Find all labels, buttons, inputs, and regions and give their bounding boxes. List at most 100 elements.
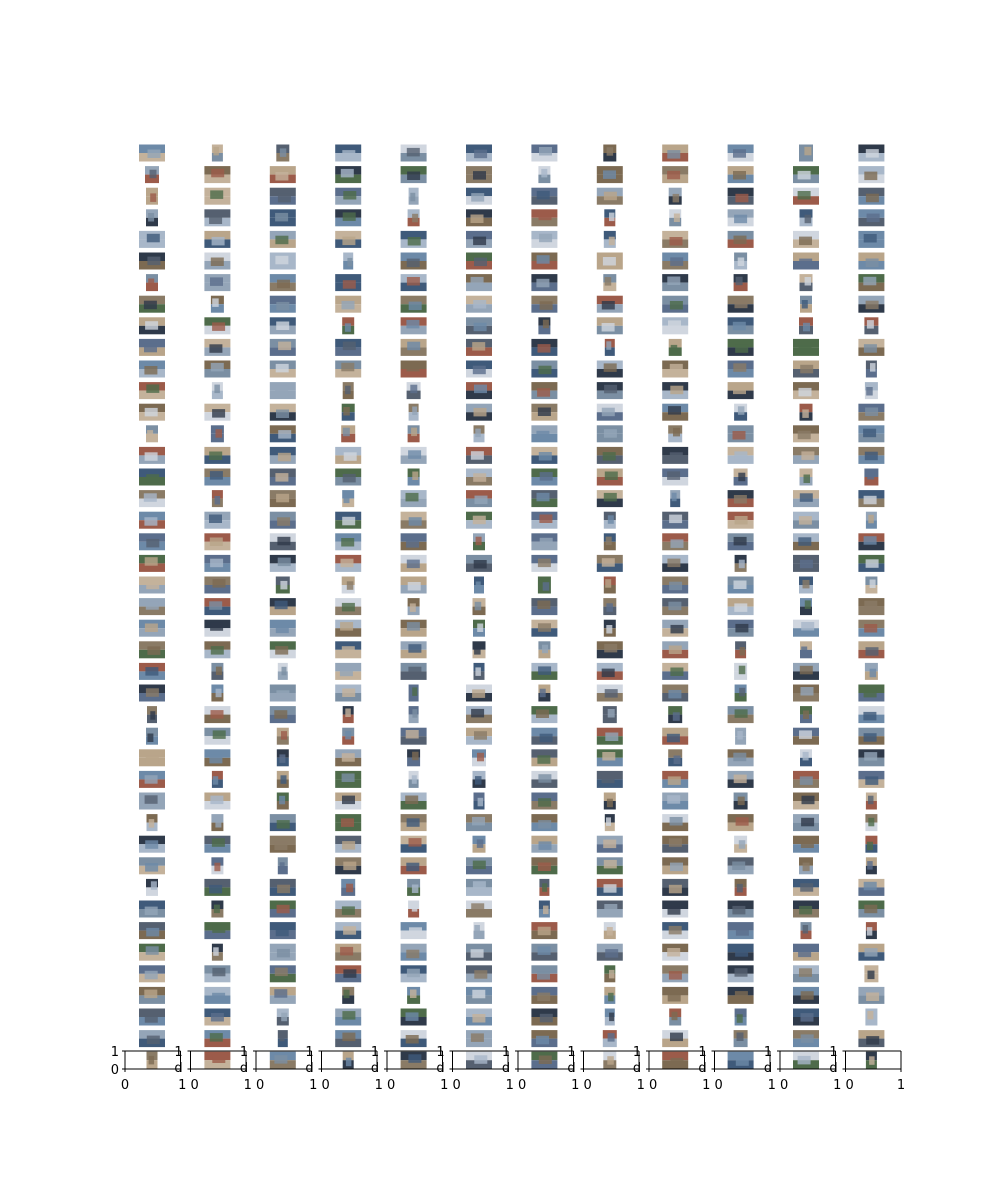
thumbnail-image <box>858 166 885 184</box>
thumbnail-image <box>139 252 165 270</box>
thumbnail-image <box>662 468 689 486</box>
thumbnail-image <box>800 641 812 659</box>
thumbnail-image <box>596 187 623 205</box>
thumbnail-image <box>596 166 623 184</box>
thumbnail-image <box>865 1051 877 1069</box>
thumbnail-image <box>662 598 689 616</box>
thumbnail-image <box>799 209 813 227</box>
x-tick-label: 0 <box>121 1078 129 1093</box>
thumbnail-image <box>466 554 492 572</box>
thumbnail-image <box>668 425 683 443</box>
thumbnail-image <box>466 965 492 983</box>
thumbnail-image <box>858 749 885 767</box>
thumbnail-image <box>662 295 689 313</box>
thumbnail-image <box>662 684 689 702</box>
thumbnail-image <box>727 490 754 508</box>
thumbnail-image <box>603 144 617 162</box>
thumbnail-image <box>858 274 885 292</box>
thumbnail-image <box>400 792 427 810</box>
thumbnail-image <box>210 295 224 313</box>
thumbnail-image <box>341 403 355 421</box>
thumbnail-image <box>793 900 819 918</box>
thumbnail-image <box>139 749 165 767</box>
thumbnail-image <box>858 490 885 508</box>
thumbnail-image <box>727 576 754 594</box>
thumbnail-image <box>139 554 165 572</box>
thumbnail-image <box>603 1051 617 1069</box>
thumbnail-image <box>793 360 819 378</box>
thumbnail-image <box>400 1051 427 1069</box>
thumbnail-image <box>531 835 558 853</box>
thumbnail-image <box>734 662 748 680</box>
thumbnail-image <box>269 943 296 961</box>
thumbnail-image <box>204 792 231 810</box>
thumbnail-image <box>335 922 362 940</box>
thumbnail-image <box>596 857 623 875</box>
thumbnail-image <box>531 382 558 400</box>
thumbnail-image <box>727 922 754 940</box>
thumbnail-image <box>139 598 165 616</box>
thumbnail-image <box>473 922 485 940</box>
x-tick-label: 1 0 <box>178 1078 199 1093</box>
thumbnail-image <box>793 230 819 248</box>
thumbnail-image <box>139 382 165 400</box>
y-tick-label: d <box>436 1061 444 1076</box>
thumbnail-image <box>335 338 362 356</box>
y-tick-label: d <box>829 1061 837 1076</box>
x-tick-label: 1 0 <box>637 1078 658 1093</box>
thumbnail-image <box>531 295 558 313</box>
thumbnail-image <box>466 468 492 486</box>
thumbnail-image <box>269 706 296 724</box>
thumbnail-image <box>466 1051 492 1069</box>
thumbnail-image <box>335 641 362 659</box>
thumbnail-image <box>662 511 689 529</box>
thumbnail-image <box>407 468 420 486</box>
thumbnail-image <box>269 338 296 356</box>
thumbnail-image <box>139 403 165 421</box>
thumbnail-image <box>211 662 224 680</box>
thumbnail-image <box>596 425 623 443</box>
thumbnail-image <box>727 749 754 767</box>
thumbnail-image <box>538 684 551 702</box>
thumbnail-image <box>204 166 231 184</box>
thumbnail-image <box>335 857 362 875</box>
thumbnail-image <box>466 986 492 1004</box>
thumbnail-image <box>662 835 689 853</box>
thumbnail-image <box>139 533 165 551</box>
thumbnail-image <box>603 533 616 551</box>
thumbnail-image <box>275 576 290 594</box>
thumbnail-image <box>400 857 427 875</box>
thumbnail-image <box>799 317 813 335</box>
thumbnail-image <box>269 533 296 551</box>
thumbnail-image <box>146 727 158 745</box>
thumbnail-image <box>204 252 231 270</box>
y-tick-label: 1 <box>371 1045 379 1060</box>
thumbnail-image <box>793 533 819 551</box>
thumbnail-image <box>269 835 296 853</box>
thumbnail-image <box>531 598 558 616</box>
thumbnail-image <box>408 403 419 421</box>
x-tick-label: 1 0 <box>244 1078 265 1093</box>
y-tick-label: 1 <box>764 1045 772 1060</box>
thumbnail-image <box>727 511 754 529</box>
thumbnail-image <box>139 446 165 464</box>
thumbnail-image <box>139 684 165 702</box>
thumbnail-image <box>335 511 362 529</box>
thumbnail-image <box>800 749 812 767</box>
thumbnail-image <box>793 770 819 788</box>
thumbnail-image <box>793 425 819 443</box>
thumbnail-image <box>466 209 492 227</box>
thumbnail-image <box>146 878 158 896</box>
thumbnail-image <box>793 382 819 400</box>
thumbnail-image <box>335 835 362 853</box>
thumbnail-image <box>727 943 754 961</box>
thumbnail-image <box>342 727 355 745</box>
thumbnail-image <box>466 814 492 832</box>
thumbnail-image <box>733 1030 748 1048</box>
thumbnail-image <box>400 576 427 594</box>
thumbnail-image <box>139 576 165 594</box>
thumbnail-image <box>858 1030 885 1048</box>
thumbnail-image <box>596 878 623 896</box>
thumbnail-image <box>466 857 492 875</box>
